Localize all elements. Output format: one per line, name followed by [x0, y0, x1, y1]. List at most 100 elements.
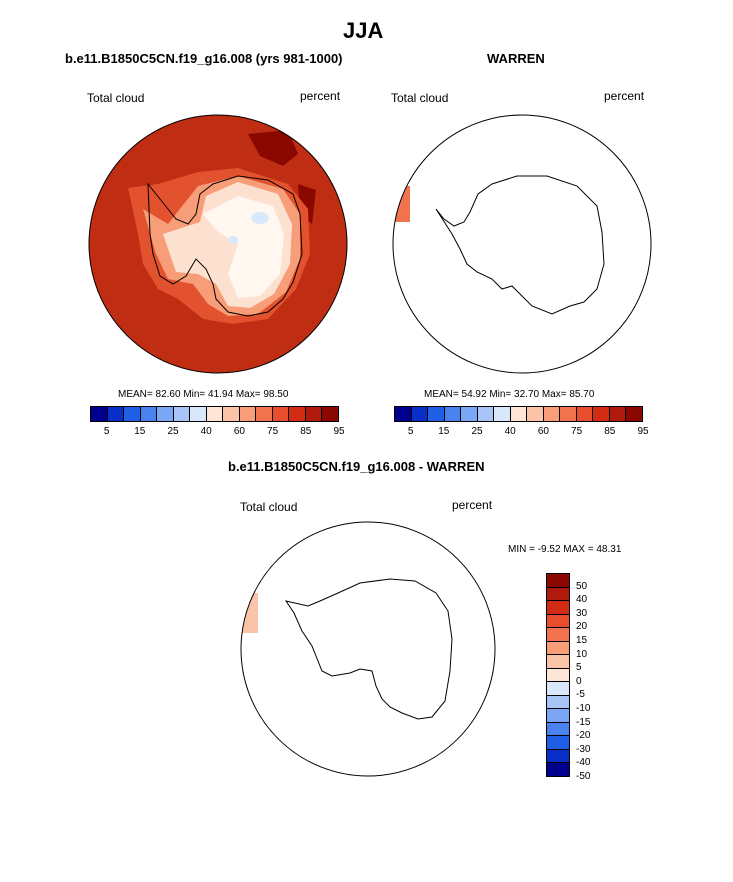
blue-low-cloud-patch — [251, 212, 269, 224]
colorbar-swatch — [547, 587, 569, 602]
colorbar-swatch — [411, 407, 429, 421]
right-colorbar — [394, 406, 643, 422]
antarctica-coastline — [435, 175, 605, 315]
colorbar-swatch — [576, 407, 594, 421]
right-units-label: percent — [604, 89, 645, 103]
difference-panel-title: b.e11.B1850C5CN.f19_g16.008 - WARREN — [228, 459, 485, 474]
colorbar-tick-label: 75 — [571, 426, 583, 437]
colorbar-swatch — [190, 407, 207, 421]
colorbar-swatch — [305, 407, 323, 421]
colorbar-tick-label: 50 — [576, 580, 588, 592]
left-colorbar — [90, 406, 339, 422]
colorbar-tick-label: 10 — [576, 648, 588, 660]
colorbar-swatch — [547, 763, 569, 776]
left-panel-title: b.e11.B1850C5CN.f19_g16.008 (yrs 981-100… — [65, 51, 343, 66]
colorbar-tick-label: 30 — [576, 607, 588, 619]
colorbar-tick-label: -20 — [576, 730, 591, 742]
colorbar-swatch — [206, 407, 224, 421]
colorbar-swatch — [593, 407, 610, 421]
colorbar-tick-label: 15 — [134, 426, 146, 437]
colorbar-tick-label: 5 — [576, 662, 582, 674]
colorbar-tick-label: 40 — [504, 426, 516, 437]
colorbar-swatch — [428, 407, 445, 421]
colorbar-swatch — [547, 695, 569, 710]
diff-variable-label: Total cloud — [240, 500, 298, 514]
colorbar-swatch — [543, 407, 561, 421]
colorbar-tick-label: 60 — [537, 426, 549, 437]
colorbar-swatch — [91, 407, 108, 421]
colorbar-swatch — [461, 407, 478, 421]
colorbar-tick-label: 60 — [233, 426, 245, 437]
colorbar-swatch — [256, 407, 273, 421]
colorbar-tick-label: 95 — [333, 426, 345, 437]
colorbar-swatch — [272, 407, 290, 421]
colorbar-tick-label: 40 — [200, 426, 212, 437]
left-variable-label: Total cloud — [87, 91, 145, 105]
colorbar-tick-label: -40 — [576, 757, 591, 769]
colorbar-swatch — [547, 709, 569, 723]
colorbar-swatch — [444, 407, 462, 421]
colorbar-swatch — [547, 641, 569, 656]
left-units-label: percent — [300, 89, 341, 103]
map-boundary — [392, 114, 652, 374]
colorbar-swatch — [547, 574, 569, 588]
colorbar-swatch — [547, 736, 569, 750]
colorbar-swatch — [477, 407, 495, 421]
colorbar-swatch — [107, 407, 125, 421]
colorbar-tick-label: 25 — [167, 426, 179, 437]
map-boundary — [240, 521, 496, 777]
colorbar-tick-label: -15 — [576, 716, 591, 728]
left-stats: MEAN= 82.60 Min= 41.94 Max= 98.50 — [118, 389, 289, 400]
colorbar-swatch — [239, 407, 257, 421]
colorbar-tick-label: 15 — [438, 426, 450, 437]
colorbar-swatch — [494, 407, 511, 421]
colorbar-tick-label: -5 — [576, 689, 585, 701]
antarctica-coastline — [147, 175, 303, 317]
page-title: JJA — [343, 18, 384, 43]
antarctica-coastline — [284, 578, 453, 720]
colorbar-swatch — [395, 407, 412, 421]
colorbar-swatch — [124, 407, 141, 421]
colorbar-swatch — [626, 407, 642, 421]
diff-units-label: percent — [452, 498, 493, 512]
colorbar-tick-label: -10 — [576, 703, 591, 714]
colorbar-swatch — [527, 407, 544, 421]
model-cloud-map — [88, 114, 348, 374]
data-strip — [393, 186, 410, 222]
colorbar-tick-label: 15 — [576, 635, 588, 646]
colorbar-tick-label: 20 — [576, 621, 588, 633]
right-stats: MEAN= 54.92 Min= 32.70 Max= 85.70 — [424, 389, 595, 400]
difference-colorbar — [546, 573, 570, 777]
colorbar-swatch — [547, 682, 569, 696]
colorbar-tick-label: 95 — [637, 426, 649, 437]
right-variable-label: Total cloud — [391, 91, 449, 105]
colorbar-tick-label: 85 — [300, 426, 312, 437]
colorbar-tick-label: -50 — [576, 771, 591, 782]
colorbar-swatch — [140, 407, 158, 421]
colorbar-tick-label: 85 — [604, 426, 616, 437]
diff-min-max: MIN = -9.52 MAX = 48.31 — [508, 544, 622, 555]
colorbar-swatch — [609, 407, 627, 421]
colorbar-swatch — [547, 722, 569, 737]
colorbar-tick-label: 5 — [103, 426, 110, 437]
colorbar-swatch — [289, 407, 306, 421]
colorbar-tick-label: 0 — [576, 675, 582, 687]
difference-cloud-map — [240, 521, 496, 777]
right-panel-title: WARREN — [487, 51, 545, 66]
colorbar-swatch — [223, 407, 240, 421]
warren-cloud-map — [392, 114, 652, 374]
dark-cloud-patch — [248, 130, 298, 166]
colorbar-swatch — [547, 655, 569, 669]
colorbar-tick-label: 25 — [471, 426, 483, 437]
colorbar-swatch — [560, 407, 577, 421]
blue-low-cloud-patch — [228, 236, 238, 244]
colorbar-swatch — [547, 668, 569, 683]
colorbar-swatch — [157, 407, 174, 421]
map-boundary — [88, 114, 348, 374]
colorbar-tick-label: 5 — [407, 426, 414, 437]
colorbar-swatch — [322, 407, 338, 421]
colorbar-swatch — [173, 407, 191, 421]
colorbar-tick-label: 40 — [576, 594, 588, 606]
colorbar-swatch — [547, 601, 569, 615]
colorbar-swatch — [547, 749, 569, 764]
